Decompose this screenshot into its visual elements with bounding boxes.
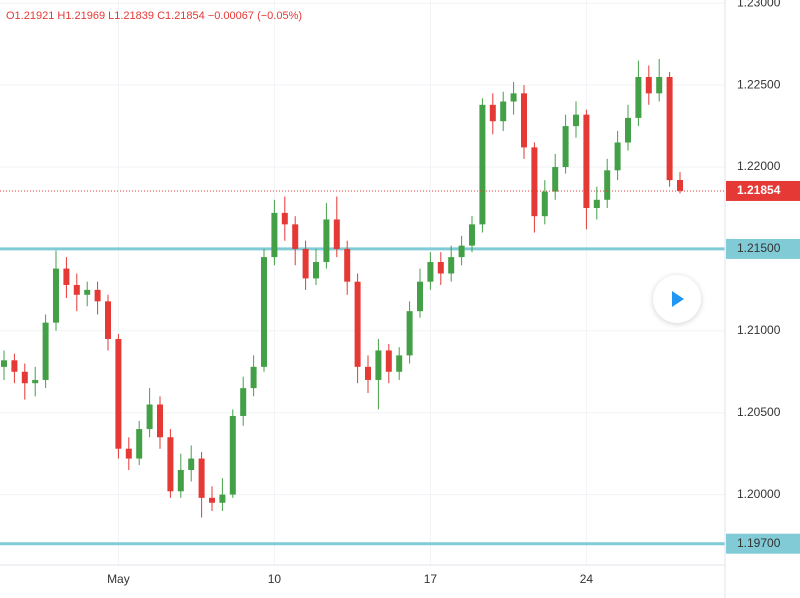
candle-body	[604, 170, 611, 200]
candle-body	[593, 199, 600, 208]
candle-body	[292, 224, 299, 249]
y-tick-label: 1.23000	[737, 0, 781, 9]
last-price-label: 1.21854	[737, 183, 781, 197]
y-tick-label: 1.21000	[737, 323, 781, 337]
candle-body	[479, 104, 486, 225]
candle-body	[281, 212, 288, 225]
x-tick-label: 10	[268, 572, 282, 586]
candle-body	[458, 245, 465, 258]
candle-body	[406, 311, 413, 356]
candle-body	[375, 350, 382, 380]
candle-body	[344, 248, 351, 282]
candle-body	[656, 76, 663, 94]
candle-body	[261, 257, 267, 367]
ohlc-header: O1.21921 H1.21969 L1.21839 C1.21854 −0.0…	[6, 10, 302, 22]
candle-body	[125, 448, 132, 459]
candle-body	[500, 101, 507, 122]
candle-body	[209, 497, 215, 503]
candle-body	[354, 281, 361, 367]
last-price-box	[726, 180, 800, 201]
candle-body	[323, 219, 330, 263]
level-label: 1.19700	[737, 536, 781, 550]
y-tick-label: 1.22500	[737, 77, 781, 91]
candle-body	[625, 117, 631, 143]
candle-body	[313, 262, 319, 279]
candle-body	[437, 262, 444, 274]
candle-body	[229, 415, 236, 495]
candle-body	[635, 76, 642, 118]
y-tick-label: 1.20000	[737, 487, 781, 501]
y-tick-label: 1.20500	[737, 405, 781, 419]
candle-body	[385, 350, 392, 372]
candle-body	[198, 458, 205, 498]
x-tick-label: 17	[424, 572, 438, 586]
candle-body	[105, 301, 111, 339]
candle-body	[666, 76, 673, 181]
candle-body	[583, 114, 590, 208]
candle-body	[167, 437, 174, 492]
candle-body	[219, 494, 226, 503]
candle-body	[541, 191, 548, 217]
candle-body	[115, 339, 122, 449]
candle-body	[73, 284, 80, 295]
candle-body	[42, 322, 49, 380]
x-tick-label: May	[107, 572, 130, 586]
candle-body	[94, 289, 101, 302]
candle-body	[136, 429, 143, 459]
candle-body	[645, 76, 652, 94]
candle-body	[531, 147, 538, 217]
x-tick-label: 24	[580, 572, 594, 586]
candle-body	[146, 404, 153, 430]
candle-body	[53, 268, 59, 323]
candle-body	[417, 281, 423, 312]
level-label-box	[726, 533, 800, 554]
candle-body	[396, 355, 403, 372]
candle-body	[365, 366, 371, 380]
candle-body	[250, 366, 257, 389]
candle-body	[271, 212, 278, 258]
candle-body	[157, 404, 163, 438]
candle-body	[188, 458, 195, 471]
candle-body	[333, 219, 340, 249]
candle-body	[1, 360, 7, 367]
candle-body	[552, 167, 559, 192]
candle-body	[21, 371, 28, 384]
play-icon	[672, 291, 684, 307]
candle-body	[63, 268, 70, 285]
candle-body	[448, 257, 455, 274]
candle-body	[302, 248, 309, 279]
candle-body	[573, 114, 579, 127]
candle-body	[677, 179, 683, 191]
candle-body	[177, 470, 184, 492]
candle-body	[562, 126, 569, 168]
candle-body	[11, 360, 18, 372]
candle-body	[521, 93, 527, 148]
y-tick-label: 1.22000	[737, 159, 781, 173]
level-label: 1.21500	[737, 241, 781, 255]
candle-body	[510, 93, 517, 102]
candle-body	[489, 104, 496, 122]
candle-body	[32, 379, 39, 384]
candle-body	[427, 262, 434, 282]
candle-body	[240, 388, 247, 416]
play-button[interactable]	[653, 275, 701, 323]
candle-body	[84, 289, 91, 295]
candle-body	[469, 224, 475, 246]
level-label-box	[726, 238, 800, 259]
candle-body	[614, 142, 621, 171]
